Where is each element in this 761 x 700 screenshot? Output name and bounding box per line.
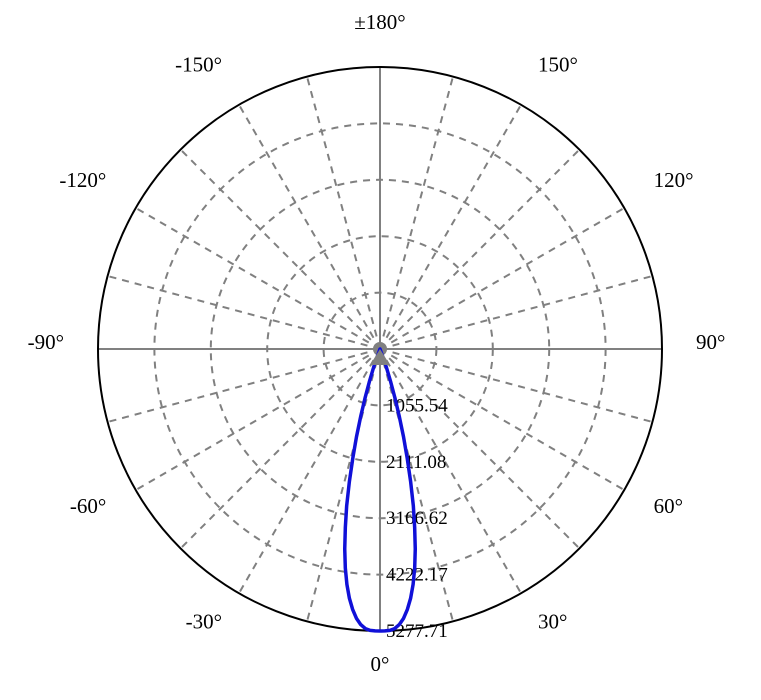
polar-radial-line [380, 105, 521, 349]
angle-label: 60° [654, 494, 683, 518]
angle-label: -90° [28, 330, 64, 354]
angle-label: 120° [654, 168, 694, 192]
angle-label: 0° [371, 652, 390, 676]
angle-label: 150° [538, 52, 578, 76]
polar-radial-line [108, 349, 380, 422]
angle-label: 90° [696, 330, 725, 354]
polar-radial-line [380, 77, 453, 349]
polar-svg: 1055.542111.083166.624222.175277.710°30°… [0, 0, 761, 700]
angle-label: 30° [538, 610, 567, 634]
angle-label: -30° [186, 610, 222, 634]
angle-label: -120° [59, 168, 106, 192]
polar-radial-line [108, 276, 380, 349]
polar-radial-line [181, 349, 380, 548]
polar-radial-line [307, 77, 380, 349]
polar-radial-line [380, 208, 624, 349]
radial-tick-label: 5277.71 [386, 621, 448, 642]
polar-radial-line [136, 208, 380, 349]
polar-radial-line [380, 276, 652, 349]
polar-radial-line [307, 349, 380, 621]
radial-tick-label: 2111.08 [386, 452, 446, 473]
radial-tick-label: 3166.62 [386, 508, 448, 529]
angle-label: -60° [70, 494, 106, 518]
center-marker [370, 349, 390, 365]
angle-label: ±180° [354, 10, 405, 34]
angle-label: -150° [175, 52, 222, 76]
polar-radial-line [136, 349, 380, 490]
polar-radial-line [181, 150, 380, 349]
polar-radial-line [380, 150, 579, 349]
polar-radial-line [239, 349, 380, 593]
polar-radial-line [239, 105, 380, 349]
radial-tick-label: 4222.17 [386, 565, 448, 586]
polar-chart: 1055.542111.083166.624222.175277.710°30°… [0, 0, 761, 700]
